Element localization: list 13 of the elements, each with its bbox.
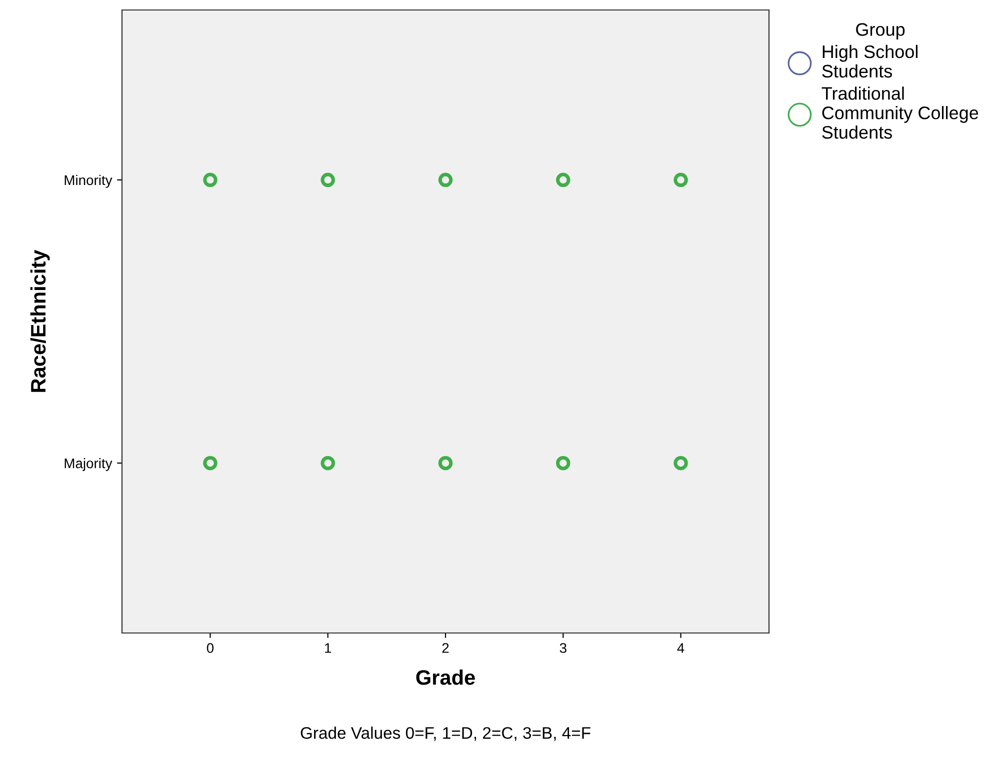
x-tick-label: 4 <box>677 643 684 653</box>
legend-title: Group <box>856 23 905 40</box>
x-tick-label: 2 <box>442 643 449 653</box>
x-tick-label: 0 <box>206 643 214 653</box>
y-axis-title: Race/Ethnicity <box>30 250 50 392</box>
x-axis-title: Grade <box>416 670 475 685</box>
x-tick-label: 1 <box>325 643 332 653</box>
y-tick-label: Minority <box>64 174 112 188</box>
y-tick-label: Majority <box>64 458 112 472</box>
legend-label: Traditional Community College Students <box>822 86 978 139</box>
x-tick-label: 3 <box>560 643 566 653</box>
text: Grade Values 0=F, 1=D, 2=C, 3=B, 4=F <box>300 726 590 741</box>
legend-label: High School Students <box>822 44 918 78</box>
